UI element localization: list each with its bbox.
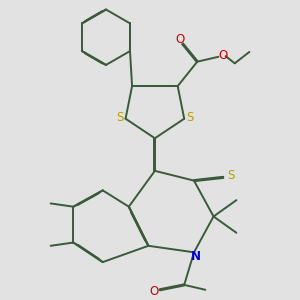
Text: N: N — [190, 250, 201, 263]
Text: O: O — [176, 33, 184, 46]
Text: S: S — [116, 111, 123, 124]
Text: O: O — [149, 285, 158, 298]
Text: S: S — [186, 111, 194, 124]
Text: O: O — [219, 49, 228, 62]
Text: S: S — [227, 169, 234, 182]
